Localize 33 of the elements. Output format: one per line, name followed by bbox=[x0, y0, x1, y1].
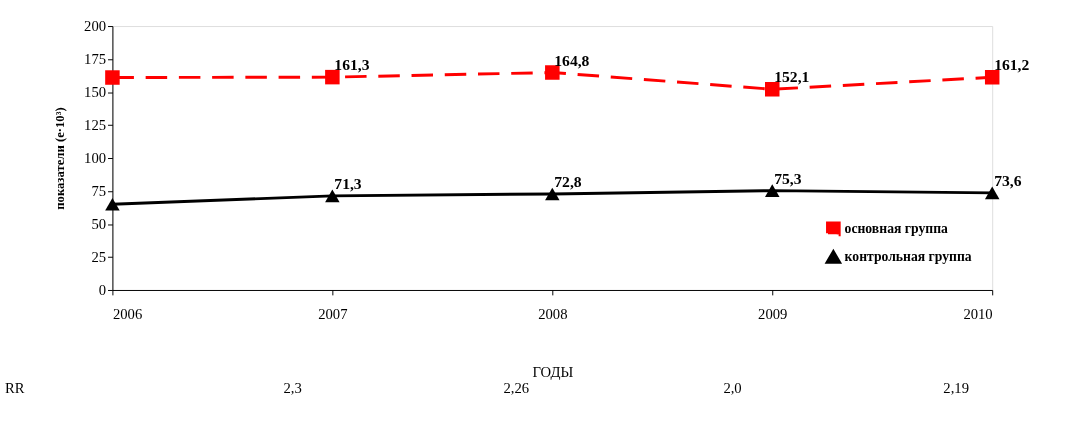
y-tick-label: 200 bbox=[84, 18, 107, 35]
legend-label: контрольная группа bbox=[844, 249, 972, 265]
y-tick-label: 0 bbox=[98, 282, 107, 299]
y-tick-label: 175 bbox=[84, 51, 107, 68]
data-label: 161,3 bbox=[334, 56, 370, 74]
y-tick-label: 150 bbox=[84, 84, 107, 101]
data-label: 73,6 bbox=[994, 172, 1022, 190]
x-tick-label: 2007 bbox=[318, 305, 348, 322]
data-label: 152,1 bbox=[774, 68, 810, 86]
legend-label: основная группа bbox=[844, 220, 948, 236]
y-tick-label: 50 bbox=[91, 216, 107, 233]
data-label: 72,8 bbox=[554, 173, 582, 191]
x-tick-label: 2009 bbox=[758, 305, 788, 322]
y-tick-label: 125 bbox=[84, 117, 107, 134]
text: 2,0 bbox=[723, 379, 742, 396]
y-axis-title: показатели (е·10³) bbox=[52, 107, 67, 210]
y-tick-label: 75 bbox=[91, 183, 107, 200]
text: 2,3 bbox=[283, 379, 302, 396]
y-tick-label: 100 bbox=[84, 150, 107, 167]
data-label: 71,3 bbox=[334, 175, 362, 193]
data-label: 75,3 bbox=[774, 169, 802, 187]
text: 2,19 bbox=[943, 379, 969, 396]
point bbox=[105, 70, 120, 85]
text: RR bbox=[4, 379, 25, 396]
data-label: 164,8 bbox=[554, 51, 590, 69]
point bbox=[105, 197, 120, 211]
data-label: 161,2 bbox=[994, 56, 1030, 74]
y-tick-label: 25 bbox=[91, 249, 107, 266]
x-tick-label: 2010 bbox=[963, 305, 993, 322]
text: 2,26 bbox=[503, 379, 530, 396]
x-tick-label: 2008 bbox=[538, 305, 568, 322]
x-axis-title: ГОДЫ bbox=[532, 364, 574, 381]
x-tick-label: 2006 bbox=[112, 305, 143, 322]
